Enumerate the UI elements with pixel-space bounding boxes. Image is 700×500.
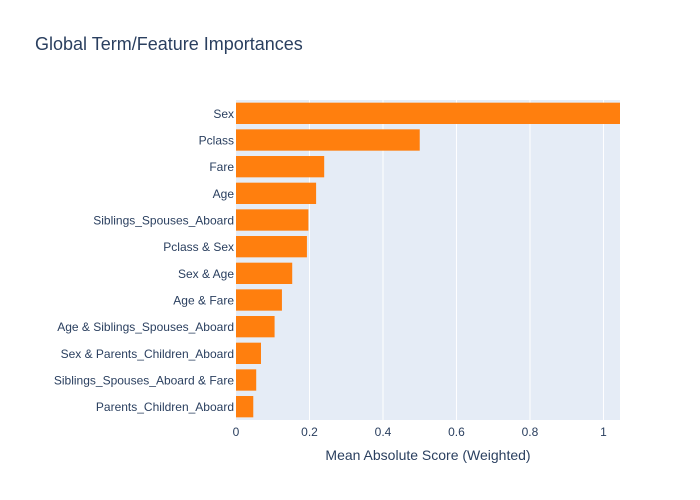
bar — [236, 156, 325, 178]
bars — [236, 102, 620, 418]
category-label: Sex — [213, 107, 234, 121]
bar — [236, 316, 275, 338]
bar — [236, 129, 420, 151]
category-label: Age & Fare — [173, 294, 234, 308]
category-label: Parents_Children_Aboard — [96, 400, 234, 414]
x-tick-labels: 0 0.2 0.4 0.6 0.8 1 — [233, 425, 607, 439]
x-tick-label: 0.4 — [375, 425, 392, 439]
bar — [236, 289, 282, 311]
plot-area — [236, 100, 620, 420]
category-labels: Sex Pclass Fare Age Siblings_Spouses_Aboard P… — [54, 107, 234, 414]
bar — [236, 396, 254, 418]
x-tick-label: 0.6 — [448, 425, 465, 439]
bar — [236, 236, 307, 258]
category-label: Pclass — [199, 134, 234, 148]
bar — [236, 369, 257, 391]
bar — [236, 102, 620, 124]
x-tick-label: 1 — [600, 425, 607, 439]
bar — [236, 262, 293, 284]
category-label: Siblings_Spouses_Aboard — [93, 214, 234, 228]
category-label: Sex & Age — [178, 267, 234, 281]
category-label: Age — [213, 187, 235, 201]
category-label: Siblings_Spouses_Aboard & Fare — [54, 374, 234, 388]
x-axis-title: Mean Absolute Score (Weighted) — [325, 447, 530, 463]
chart-title: Global Term/Feature Importances — [35, 34, 303, 54]
x-tick-label: 0 — [233, 425, 240, 439]
bar — [236, 182, 317, 204]
bar — [236, 209, 309, 231]
x-tick-label: 0.2 — [301, 425, 318, 439]
bar — [236, 342, 261, 364]
category-label: Sex & Parents_Children_Aboard — [61, 347, 234, 361]
gridlines — [308, 100, 604, 420]
x-tick-label: 0.8 — [522, 425, 539, 439]
category-label: Pclass & Sex — [163, 240, 234, 254]
category-label: Fare — [209, 160, 234, 174]
category-label: Age & Siblings_Spouses_Aboard — [57, 320, 234, 334]
